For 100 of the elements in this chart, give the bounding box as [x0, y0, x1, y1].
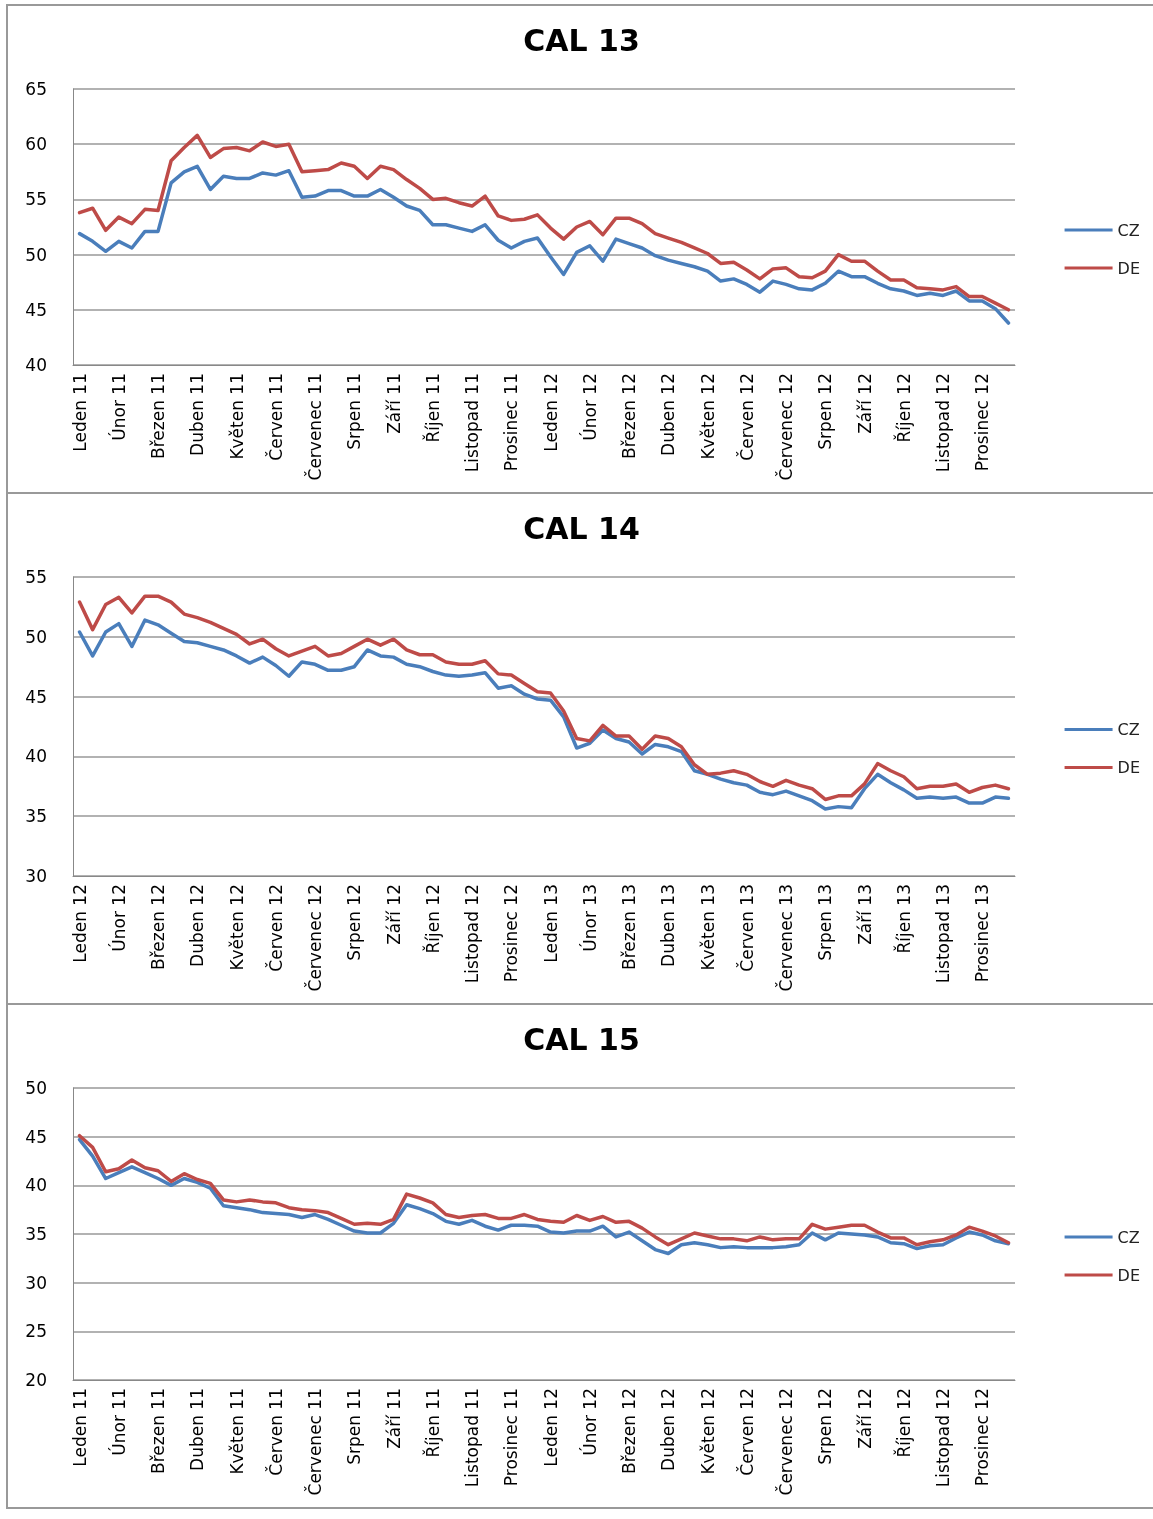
x-tick-label: Září 11 — [383, 373, 404, 434]
x-tick-label: Únor 12 — [107, 884, 129, 952]
x-tick-label: Září 13 — [854, 884, 875, 945]
x-tick-label: Květen 11 — [226, 373, 247, 460]
x-tick-label: Květen 12 — [697, 373, 718, 460]
legend-label: CZ — [1117, 1227, 1140, 1247]
y-tick-label: 60 — [25, 134, 47, 155]
x-tick-label: Září 12 — [854, 373, 875, 434]
x-tick-label: Červen 12 — [735, 373, 757, 461]
legend-label: DE — [1117, 258, 1141, 278]
x-tick-label: Květen 12 — [697, 1388, 718, 1475]
x-tick-label: Květen 11 — [226, 1388, 247, 1475]
x-tick-label: Listopad 13 — [933, 884, 954, 984]
x-tick-label: Duben 12 — [658, 1388, 679, 1471]
x-tick-label: Říjen 12 — [421, 884, 443, 954]
x-tick-label: Prosinec 13 — [972, 884, 993, 983]
y-tick-label: 30 — [25, 866, 47, 886]
x-tick-label: Květen 13 — [697, 884, 718, 971]
x-tick-label: Říjen 13 — [892, 884, 914, 954]
chart-title: CAL 13 — [523, 22, 640, 58]
x-tick-label: Říjen 11 — [421, 373, 443, 443]
x-tick-label: Leden 12 — [540, 1388, 561, 1467]
x-tick-label: Prosinec 12 — [972, 373, 993, 472]
x-tick-label: Únor 11 — [107, 373, 129, 441]
x-tick-label: Duben 12 — [658, 373, 679, 456]
x-tick-label: Leden 12 — [540, 373, 561, 452]
x-tick-label: Listopad 12 — [933, 373, 954, 473]
x-tick-label: Červenec 12 — [775, 373, 797, 481]
x-tick-label: Červen 12 — [735, 1388, 757, 1476]
x-tick-label: Říjen 11 — [421, 1388, 443, 1458]
legend-label: CZ — [1117, 220, 1140, 240]
x-tick-label: Duben 11 — [187, 1388, 208, 1471]
y-tick-label: 40 — [25, 1175, 47, 1196]
y-tick-label: 30 — [25, 1272, 47, 1293]
x-tick-label: Září 12 — [383, 884, 404, 945]
y-tick-label: 45 — [25, 1126, 47, 1147]
x-tick-label: Srpen 11 — [344, 373, 365, 450]
x-tick-label: Listopad 12 — [462, 884, 483, 984]
y-tick-label: 45 — [25, 299, 47, 320]
line-series — [77, 133, 1011, 312]
y-tick-label: 40 — [25, 355, 47, 375]
x-tick-label: Prosinec 11 — [501, 373, 522, 472]
line-series — [77, 618, 1011, 811]
y-tick-label: 55 — [25, 567, 47, 587]
x-tick-label: Červenec 13 — [775, 884, 797, 992]
x-tick-label: Srpen 12 — [815, 1388, 836, 1465]
x-tick-label: Říjen 12 — [892, 1388, 914, 1458]
x-tick-label: Červen 11 — [264, 1388, 286, 1476]
chart-title: CAL 14 — [523, 510, 640, 546]
x-tick-label: Srpen 11 — [344, 1388, 365, 1465]
x-tick-label: Prosinec 12 — [501, 884, 522, 983]
legend-label: DE — [1117, 758, 1141, 777]
x-tick-label: Leden 12 — [69, 884, 90, 963]
y-tick-label: 45 — [25, 686, 47, 707]
x-tick-label: Květen 12 — [226, 884, 247, 971]
y-tick-label: 50 — [25, 244, 47, 265]
x-tick-label: Listopad 11 — [462, 1388, 483, 1488]
x-tick-label: Červenec 12 — [304, 884, 326, 992]
x-tick-label: Prosinec 11 — [501, 1388, 522, 1487]
x-tick-label: Listopad 12 — [933, 1388, 954, 1488]
legend-label: CZ — [1117, 720, 1140, 739]
y-tick-label: 35 — [25, 806, 47, 827]
x-tick-label: Leden 11 — [69, 373, 90, 452]
y-tick-label: 50 — [25, 626, 47, 647]
x-tick-label: Březen 12 — [619, 1388, 640, 1474]
x-tick-label: Červen 12 — [264, 884, 286, 972]
legend-label: DE — [1117, 1265, 1141, 1285]
y-tick-label: 40 — [25, 746, 47, 767]
line-series — [77, 594, 1011, 802]
x-tick-label: Leden 11 — [69, 1388, 90, 1467]
x-tick-label: Březen 12 — [148, 884, 169, 970]
x-tick-label: Listopad 11 — [462, 373, 483, 473]
x-tick-label: Březen 11 — [148, 373, 169, 459]
x-tick-label: Březen 11 — [148, 1388, 169, 1474]
x-tick-label: Srpen 12 — [344, 884, 365, 961]
x-tick-label: Prosinec 12 — [972, 1388, 993, 1487]
x-tick-label: Duben 13 — [658, 884, 679, 967]
y-tick-label: 50 — [25, 1078, 47, 1098]
x-tick-label: Březen 12 — [619, 373, 640, 459]
x-tick-label: Duben 11 — [187, 373, 208, 456]
x-tick-label: Únor 12 — [578, 1388, 600, 1456]
x-tick-label: Říjen 12 — [892, 373, 914, 443]
x-tick-label: Červen 13 — [735, 884, 757, 972]
x-tick-label: Březen 13 — [619, 884, 640, 970]
x-tick-label: Červen 11 — [264, 373, 286, 461]
line-series — [77, 164, 1011, 325]
y-tick-label: 35 — [25, 1224, 47, 1244]
y-tick-label: 55 — [25, 189, 47, 210]
x-tick-label: Únor 13 — [578, 884, 600, 952]
y-tick-label: 25 — [25, 1321, 47, 1342]
x-tick-label: Únor 11 — [107, 1388, 129, 1456]
x-tick-label: Září 11 — [383, 1388, 404, 1449]
x-tick-label: Červenec 11 — [304, 1388, 326, 1496]
x-tick-label: Srpen 12 — [815, 373, 836, 450]
x-tick-label: Leden 13 — [540, 884, 561, 963]
chart-title: CAL 15 — [523, 1021, 640, 1057]
y-tick-label: 20 — [25, 1370, 47, 1390]
x-tick-label: Červenec 11 — [304, 373, 326, 481]
x-tick-label: Září 12 — [854, 1388, 875, 1449]
x-tick-label: Srpen 13 — [815, 884, 836, 961]
